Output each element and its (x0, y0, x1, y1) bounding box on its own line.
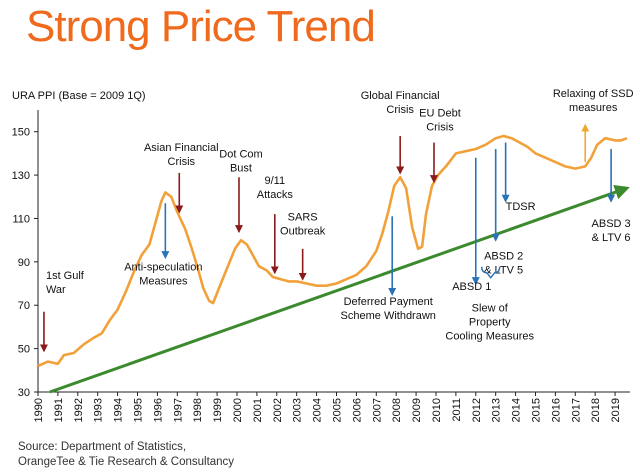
price-index-line (37, 134, 628, 368)
annotation-label-line: EU Debt (419, 108, 461, 120)
annotation-label: ABSD 2 & LTV 5 (484, 251, 523, 277)
annotation-label-line: 1st Gulf (46, 270, 85, 282)
y-tick-labels: 30 50 70 90 110 130 150 (12, 127, 38, 399)
annotation-label-line: TDSR (506, 201, 536, 213)
x-tick-label: 1992 (73, 398, 85, 422)
axes (37, 110, 630, 393)
annotation-label-line: Anti-speculation (124, 262, 202, 274)
x-tick-label: 2008 (391, 398, 403, 422)
chart-title: Strong Price Trend (26, 2, 376, 51)
annotation-label-line: Scheme Withdrawn (341, 310, 436, 322)
x-tick-label: 2010 (431, 398, 443, 422)
x-tick-label: 2001 (252, 398, 264, 422)
x-tick-label: 1999 (212, 398, 224, 422)
source-line-2: OrangeTee & Tie Research & Consultancy (18, 456, 235, 468)
y-tick-label: 130 (12, 170, 30, 182)
y-axis-label: URA PPI (Base = 2009 1Q) (12, 90, 146, 102)
x-tick-label: 2004 (312, 398, 324, 422)
cooling-measures-label: Slew of Property Cooling Measures (445, 303, 534, 343)
x-tick-label: 2016 (550, 398, 562, 422)
x-tick-label: 2002 (272, 398, 284, 422)
y-tick-label: 90 (18, 257, 30, 269)
x-tick-label: 1994 (113, 398, 125, 422)
annotation-label: SARS Outbreak (280, 212, 326, 238)
x-tick-label: 2019 (610, 398, 622, 422)
annotation-label-line: SARS (288, 212, 318, 224)
x-tick-label: 2000 (232, 398, 244, 422)
annotation-label-line: 9/11 (265, 175, 286, 187)
annotation-label-line: Relaxing of SSD (553, 88, 634, 100)
annotation-label-line: Global Financial (361, 90, 440, 102)
y-tick-label: 110 (12, 213, 30, 225)
cooling-measures-label-line: Slew of (472, 303, 509, 315)
x-tick-labels: 1990 1991 1992 1993 1994 1995 1996 1997 1998 1999… (33, 392, 622, 422)
annotation-label: ABSD 3 & LTV 6 (592, 218, 631, 244)
y-tick-label: 150 (12, 127, 30, 139)
annotation-label: TDSR (506, 201, 536, 213)
x-tick-label: 2009 (411, 398, 423, 422)
x-tick-label: 2012 (471, 398, 483, 422)
annotation-label-line: Asian Financial (144, 142, 219, 154)
y-tick-label: 70 (18, 300, 30, 312)
annotation-label: Asian Financial Crisis (144, 142, 219, 168)
x-tick-label: 2013 (491, 398, 503, 422)
x-tick-label: 1997 (172, 398, 184, 422)
cooling-measures-label-line: Cooling Measures (445, 331, 534, 343)
x-tick-label: 1993 (93, 398, 105, 422)
x-tick-label: 1991 (53, 398, 65, 422)
annotation-label: Deferred Payment Scheme Withdrawn (341, 296, 436, 322)
annotation-label-line: Crisis (426, 122, 454, 134)
x-tick-label: 1998 (192, 398, 204, 422)
x-tick-label: 2003 (292, 398, 304, 422)
annotation-label: Dot Com Bust (219, 149, 262, 175)
price-chart: URA PPI (Base = 2009 1Q) 30 50 70 90 110 130 1… (12, 88, 634, 422)
annotation-label-line: ABSD 3 (592, 218, 631, 230)
x-tick-label: 2005 (331, 398, 343, 422)
source-note: Source: Department of Statistics, Orange… (18, 440, 234, 470)
annotation-label-line: Attacks (257, 189, 294, 201)
x-tick-label: 1995 (132, 398, 144, 422)
x-tick-label: 2017 (570, 398, 582, 422)
annotation-label-line: Crisis (168, 156, 196, 168)
x-tick-label: 2011 (451, 398, 463, 422)
annotation-label-line: Outbreak (280, 226, 326, 238)
annotation-label-line: ABSD 1 (452, 281, 491, 293)
annotation-label: EU Debt Crisis (419, 108, 461, 134)
y-tick-label: 50 (18, 344, 30, 356)
annotations: 1st Gulf War Asian Financial Crisis Dot Com B… (39, 88, 634, 353)
annotation-label: Global Financial Crisis (361, 90, 440, 116)
annotation-label-line: ABSD 2 (484, 251, 523, 263)
annotation-label: Relaxing of SSD measures (553, 88, 634, 114)
annotation-label-line: & LTV 6 (592, 232, 631, 244)
x-tick-label: 1990 (33, 398, 45, 422)
annotation-label: 1st Gulf War (46, 270, 85, 296)
trend-arrow (49, 185, 630, 394)
x-tick-label: 2018 (590, 398, 602, 422)
y-tick-label: 30 (18, 387, 30, 399)
annotation-label-line: Measures (139, 276, 188, 288)
x-tick-label: 1996 (152, 398, 164, 422)
x-tick-label: 2007 (371, 398, 383, 422)
annotation-label-line: War (46, 284, 66, 296)
annotation-label: 9/11 Attacks (257, 175, 294, 201)
annotation-label: Anti-speculation Measures (124, 262, 202, 288)
cooling-measures-bracket (481, 266, 501, 279)
data-lines (37, 134, 630, 394)
x-tick-label: 2006 (351, 398, 363, 422)
annotation-label-line: Deferred Payment (344, 296, 433, 308)
annotation-label-line: Dot Com (219, 149, 262, 161)
source-line-1: Source: Department of Statistics, (18, 441, 187, 453)
annotation-label-line: & LTV 5 (484, 265, 523, 277)
annotation-label-line: measures (569, 102, 618, 114)
annotation-label: ABSD 1 (452, 281, 491, 293)
cooling-measures-label-line: Property (469, 317, 511, 329)
x-tick-label: 2015 (530, 398, 542, 422)
x-tick-label: 2014 (511, 398, 523, 422)
annotation-label-line: Bust (230, 163, 252, 175)
annotation-label-line: Crisis (386, 104, 414, 116)
